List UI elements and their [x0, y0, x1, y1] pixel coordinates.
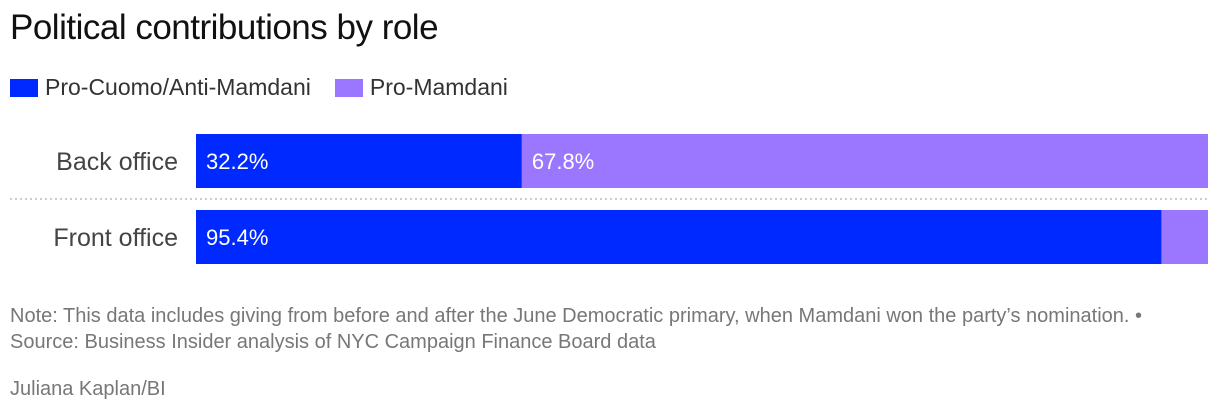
legend-swatch: [334, 78, 363, 97]
bar-segment: [521, 134, 1208, 188]
bar-segment: [196, 210, 1162, 264]
data-label: 95.4%: [206, 225, 268, 250]
chart-title: Political contributions by role: [10, 8, 439, 47]
legend-item-pro-cuomo: Pro-Cuomo/Anti-Mamdani: [10, 74, 311, 101]
legend-swatch: [10, 78, 38, 97]
legend-label: Pro-Cuomo/Anti-Mamdani: [45, 74, 311, 100]
bar-segment: [196, 134, 522, 188]
data-label: 67.8%: [532, 149, 594, 174]
legend-item-pro-mamdani: Pro-Mamdani: [334, 74, 508, 101]
legend: Pro-Cuomo/Anti-Mamdani Pro-Mamdani: [10, 74, 508, 101]
bar-segment: [1161, 210, 1208, 264]
data-label: 32.2%: [206, 149, 268, 174]
category-label: Back office: [56, 148, 178, 176]
legend-label: Pro-Mamdani: [369, 74, 508, 100]
chart-note: Note: This data includes giving from bef…: [10, 305, 1143, 353]
category-label: Front office: [53, 224, 178, 252]
chart-credit: Juliana Kaplan/BI: [10, 378, 166, 400]
